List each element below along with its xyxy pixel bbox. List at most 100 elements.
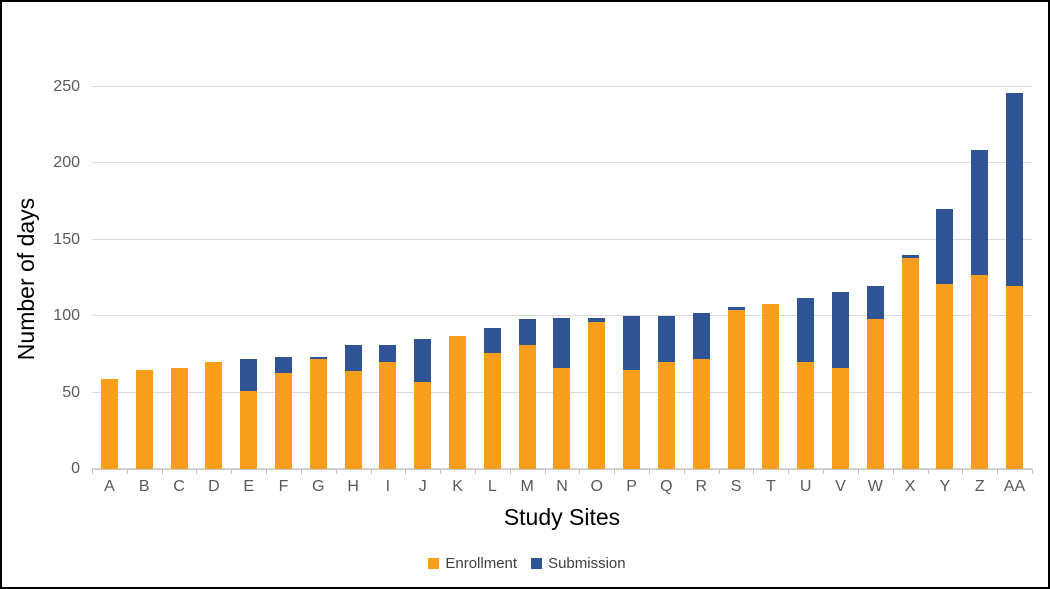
- legend-label-enrollment: Enrollment: [445, 555, 518, 572]
- x-tick-label-P: P: [626, 478, 637, 495]
- submission-segment-J: [414, 339, 432, 382]
- enrollment-segment-L: [483, 352, 501, 469]
- enrollment-segment-H: [344, 371, 362, 469]
- bar-U: [788, 87, 823, 469]
- x-tick-mark: [614, 469, 616, 474]
- gridline-100: [92, 315, 1032, 317]
- bar-K: [440, 87, 475, 469]
- bar-stack-N: [553, 87, 571, 469]
- y-tick-label-150: 150: [53, 230, 80, 248]
- bar-stack-D: [205, 87, 223, 469]
- enrollment-segment-B: [135, 369, 153, 469]
- x-tick-mark: [997, 469, 999, 474]
- submission-segment-Y: [936, 209, 954, 285]
- enrollment-segment-C: [170, 368, 188, 469]
- x-tick-label-J: J: [418, 478, 427, 495]
- bar-stack-W: [866, 87, 884, 469]
- bar-stack-Z: [971, 87, 989, 469]
- x-tick-label-V: V: [835, 478, 846, 495]
- x-tick-mark: [927, 469, 929, 474]
- x-axis-line: [92, 469, 1032, 470]
- gridline-150: [92, 238, 1032, 240]
- enrollment-segment-T: [762, 303, 780, 469]
- enrollment-segment-F: [274, 372, 292, 469]
- bar-C: [162, 87, 197, 469]
- bar-O: [579, 87, 614, 469]
- bar-I: [371, 87, 406, 469]
- enrollment-segment-M: [518, 345, 536, 469]
- y-tick-label-200: 200: [53, 154, 80, 172]
- x-tick-mark: [266, 469, 268, 474]
- enrollment-segment-A: [100, 378, 118, 469]
- enrollment-segment-K: [449, 336, 467, 469]
- enrollment-segment-G: [309, 358, 327, 469]
- x-tick-mark: [126, 469, 128, 474]
- enrollment-segment-E: [240, 391, 258, 469]
- x-tick-mark: [92, 469, 93, 474]
- x-tick-mark: [962, 469, 964, 474]
- legend-label-submission: Submission: [548, 555, 626, 572]
- bar-stack-Q: [657, 87, 675, 469]
- legend-item-submission: Submission: [531, 555, 626, 572]
- x-axis-tick-labels: A B C D E F G H I J K L M N O P Q R S T U V W X Y Z AA: [92, 478, 1032, 496]
- x-tick-label-U: U: [799, 478, 812, 495]
- bar-stack-P: [623, 87, 641, 469]
- x-tick-label-F: F: [278, 478, 289, 495]
- bar-stack-C: [170, 87, 188, 469]
- enrollment-segment-AA: [1006, 285, 1024, 469]
- submission-segment-G: [309, 357, 327, 359]
- bar-J: [405, 87, 440, 469]
- enrollment-segment-U: [797, 362, 815, 469]
- x-tick-label-E: E: [243, 478, 254, 495]
- x-tick-mark: [370, 469, 372, 474]
- bar-stack-A: [100, 87, 118, 469]
- bar-E: [231, 87, 266, 469]
- bar-A: [92, 87, 127, 469]
- bar-stack-X: [901, 87, 919, 469]
- bar-stack-B: [135, 87, 153, 469]
- bar-stack-S: [727, 87, 745, 469]
- submission-segment-R: [692, 313, 710, 359]
- bar-L: [475, 87, 510, 469]
- x-tick-mark: [683, 469, 685, 474]
- submission-segment-S: [727, 307, 745, 311]
- submission-segment-U: [797, 297, 815, 363]
- enrollment-segment-J: [414, 381, 432, 469]
- x-tick-label-Y: Y: [939, 478, 951, 495]
- bar-stack-K: [449, 87, 467, 469]
- submission-segment-X: [901, 255, 919, 259]
- bar-stack-M: [518, 87, 536, 469]
- submission-segment-Q: [657, 316, 675, 363]
- x-tick-mark: [405, 469, 407, 474]
- bar-S: [719, 87, 754, 469]
- submission-segment-Z: [971, 149, 989, 275]
- bar-stack-T: [762, 87, 780, 469]
- enrollment-segment-N: [553, 368, 571, 469]
- bar-Z: [962, 87, 997, 469]
- enrollment-swatch-icon: [428, 558, 440, 569]
- x-tick-label-I: I: [385, 478, 391, 495]
- bar-stack-I: [379, 87, 397, 469]
- bar-V: [823, 87, 858, 469]
- submission-segment-H: [344, 345, 362, 372]
- x-tick-mark: [718, 469, 720, 474]
- bar-stack-Y: [936, 87, 954, 469]
- bar-W: [858, 87, 893, 469]
- submission-segment-AA: [1006, 93, 1024, 286]
- x-tick-label-X: X: [904, 478, 916, 495]
- bar-T: [753, 87, 788, 469]
- submission-segment-M: [518, 319, 536, 346]
- bar-stack-H: [344, 87, 362, 469]
- submission-segment-P: [623, 316, 641, 370]
- submission-segment-O: [588, 317, 606, 323]
- enrollment-segment-Y: [936, 284, 954, 469]
- x-tick-label-A: A: [104, 478, 115, 495]
- submission-segment-W: [866, 285, 884, 320]
- gridline-200: [92, 162, 1032, 164]
- bar-N: [545, 87, 580, 469]
- enrollment-segment-O: [588, 322, 606, 469]
- x-tick-mark: [474, 469, 476, 474]
- x-tick-label-C: C: [173, 478, 185, 495]
- x-tick-label-B: B: [138, 478, 150, 495]
- bar-AA: [997, 87, 1032, 469]
